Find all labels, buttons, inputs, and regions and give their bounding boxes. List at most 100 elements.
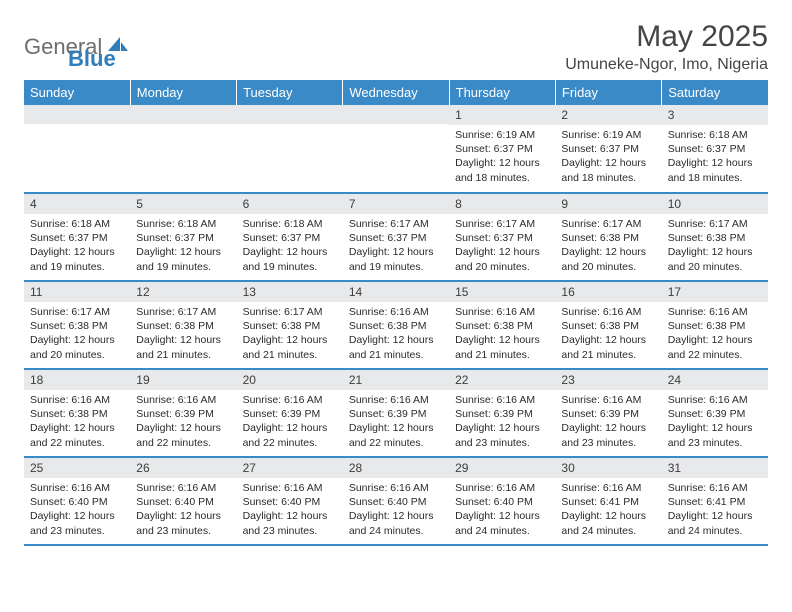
day-detail-line: Sunset: 6:37 PM xyxy=(30,231,124,245)
day-detail-line: Sunrise: 6:18 AM xyxy=(136,217,230,231)
day-detail-line: Sunrise: 6:17 AM xyxy=(561,217,655,231)
calendar-cell xyxy=(343,105,449,193)
calendar-cell xyxy=(237,105,343,193)
calendar-cell: 21Sunrise: 6:16 AMSunset: 6:39 PMDayligh… xyxy=(343,369,449,457)
day-detail-line: Daylight: 12 hours xyxy=(136,245,230,259)
day-details: Sunrise: 6:16 AMSunset: 6:38 PMDaylight:… xyxy=(555,302,661,362)
day-details: Sunrise: 6:18 AMSunset: 6:37 PMDaylight:… xyxy=(237,214,343,274)
day-details: Sunrise: 6:19 AMSunset: 6:37 PMDaylight:… xyxy=(555,125,661,185)
day-detail-line: Daylight: 12 hours xyxy=(30,421,124,435)
day-detail-line: Daylight: 12 hours xyxy=(455,245,549,259)
day-detail-line: Daylight: 12 hours xyxy=(349,333,443,347)
calendar-cell: 27Sunrise: 6:16 AMSunset: 6:40 PMDayligh… xyxy=(237,457,343,545)
day-detail-line: Sunrise: 6:18 AM xyxy=(243,217,337,231)
day-detail-line: and 22 minutes. xyxy=(243,436,337,450)
calendar-body: 1Sunrise: 6:19 AMSunset: 6:37 PMDaylight… xyxy=(24,105,768,545)
calendar-cell: 15Sunrise: 6:16 AMSunset: 6:38 PMDayligh… xyxy=(449,281,555,369)
day-detail-line: Sunrise: 6:16 AM xyxy=(243,481,337,495)
calendar-cell: 23Sunrise: 6:16 AMSunset: 6:39 PMDayligh… xyxy=(555,369,661,457)
day-detail-line: Daylight: 12 hours xyxy=(668,333,762,347)
day-detail-line: and 23 minutes. xyxy=(561,436,655,450)
day-details: Sunrise: 6:17 AMSunset: 6:38 PMDaylight:… xyxy=(130,302,236,362)
day-detail-line: Sunrise: 6:17 AM xyxy=(455,217,549,231)
day-detail-line: Sunset: 6:41 PM xyxy=(668,495,762,509)
topbar: General May 2025 Umuneke-Ngor, Imo, Nige… xyxy=(24,20,768,74)
day-detail-line: and 20 minutes. xyxy=(30,348,124,362)
calendar-cell xyxy=(24,105,130,193)
calendar-cell: 11Sunrise: 6:17 AMSunset: 6:38 PMDayligh… xyxy=(24,281,130,369)
day-detail-line: Sunrise: 6:16 AM xyxy=(561,393,655,407)
calendar-week-row: 4Sunrise: 6:18 AMSunset: 6:37 PMDaylight… xyxy=(24,193,768,281)
logo-text-blue: Blue xyxy=(68,46,116,72)
calendar-cell: 24Sunrise: 6:16 AMSunset: 6:39 PMDayligh… xyxy=(662,369,768,457)
calendar-cell: 12Sunrise: 6:17 AMSunset: 6:38 PMDayligh… xyxy=(130,281,236,369)
day-detail-line: Sunset: 6:37 PM xyxy=(136,231,230,245)
calendar-cell: 19Sunrise: 6:16 AMSunset: 6:39 PMDayligh… xyxy=(130,369,236,457)
calendar-table: Sunday Monday Tuesday Wednesday Thursday… xyxy=(24,80,768,546)
day-number xyxy=(343,105,449,124)
day-detail-line: and 24 minutes. xyxy=(455,524,549,538)
day-detail-line: Sunset: 6:38 PM xyxy=(561,231,655,245)
day-detail-line: Daylight: 12 hours xyxy=(136,333,230,347)
day-detail-line: Daylight: 12 hours xyxy=(561,156,655,170)
day-detail-line: Sunrise: 6:18 AM xyxy=(30,217,124,231)
day-number: 19 xyxy=(130,370,236,390)
day-detail-line: and 18 minutes. xyxy=(455,171,549,185)
month-title: May 2025 xyxy=(565,20,768,54)
day-detail-line: Daylight: 12 hours xyxy=(561,509,655,523)
day-number: 10 xyxy=(662,194,768,214)
day-detail-line: Daylight: 12 hours xyxy=(668,245,762,259)
day-details: Sunrise: 6:16 AMSunset: 6:38 PMDaylight:… xyxy=(662,302,768,362)
day-details: Sunrise: 6:18 AMSunset: 6:37 PMDaylight:… xyxy=(24,214,130,274)
calendar-cell: 3Sunrise: 6:18 AMSunset: 6:37 PMDaylight… xyxy=(662,105,768,193)
day-detail-line: Sunset: 6:37 PM xyxy=(243,231,337,245)
day-detail-line: Daylight: 12 hours xyxy=(561,245,655,259)
day-detail-line: Daylight: 12 hours xyxy=(243,509,337,523)
day-detail-line: and 23 minutes. xyxy=(30,524,124,538)
day-number xyxy=(24,105,130,124)
day-detail-line: Sunset: 6:37 PM xyxy=(455,142,549,156)
day-detail-line: Sunrise: 6:16 AM xyxy=(349,393,443,407)
day-detail-line: Sunrise: 6:17 AM xyxy=(30,305,124,319)
day-number: 15 xyxy=(449,282,555,302)
day-detail-line: Sunrise: 6:17 AM xyxy=(668,217,762,231)
day-detail-line: Daylight: 12 hours xyxy=(561,333,655,347)
day-number: 12 xyxy=(130,282,236,302)
day-detail-line: Sunrise: 6:16 AM xyxy=(668,481,762,495)
day-detail-line: and 23 minutes. xyxy=(455,436,549,450)
day-detail-line: and 19 minutes. xyxy=(136,260,230,274)
day-detail-line: Daylight: 12 hours xyxy=(30,509,124,523)
day-number xyxy=(237,105,343,124)
day-details: Sunrise: 6:16 AMSunset: 6:38 PMDaylight:… xyxy=(449,302,555,362)
calendar-cell: 14Sunrise: 6:16 AMSunset: 6:38 PMDayligh… xyxy=(343,281,449,369)
day-detail-line: Sunrise: 6:19 AM xyxy=(561,128,655,142)
day-details: Sunrise: 6:17 AMSunset: 6:38 PMDaylight:… xyxy=(24,302,130,362)
weekday-header: Wednesday xyxy=(343,80,449,105)
day-detail-line: Daylight: 12 hours xyxy=(349,509,443,523)
day-detail-line: Sunset: 6:41 PM xyxy=(561,495,655,509)
day-details: Sunrise: 6:18 AMSunset: 6:37 PMDaylight:… xyxy=(662,125,768,185)
day-detail-line: Sunset: 6:40 PM xyxy=(349,495,443,509)
calendar-cell: 26Sunrise: 6:16 AMSunset: 6:40 PMDayligh… xyxy=(130,457,236,545)
day-detail-line: Sunrise: 6:16 AM xyxy=(455,481,549,495)
day-detail-line: Sunset: 6:40 PM xyxy=(136,495,230,509)
day-detail-line: and 23 minutes. xyxy=(243,524,337,538)
day-detail-line: Daylight: 12 hours xyxy=(30,245,124,259)
day-number: 1 xyxy=(449,105,555,125)
day-detail-line: Sunrise: 6:16 AM xyxy=(668,305,762,319)
day-detail-line: and 23 minutes. xyxy=(668,436,762,450)
weekday-header: Saturday xyxy=(662,80,768,105)
day-detail-line: Sunset: 6:39 PM xyxy=(455,407,549,421)
day-number: 9 xyxy=(555,194,661,214)
day-number: 6 xyxy=(237,194,343,214)
day-detail-line: and 22 minutes. xyxy=(349,436,443,450)
calendar-cell: 4Sunrise: 6:18 AMSunset: 6:37 PMDaylight… xyxy=(24,193,130,281)
weekday-header: Sunday xyxy=(24,80,130,105)
day-number: 3 xyxy=(662,105,768,125)
day-detail-line: and 19 minutes. xyxy=(243,260,337,274)
day-details: Sunrise: 6:17 AMSunset: 6:37 PMDaylight:… xyxy=(449,214,555,274)
calendar-cell: 2Sunrise: 6:19 AMSunset: 6:37 PMDaylight… xyxy=(555,105,661,193)
calendar-cell: 18Sunrise: 6:16 AMSunset: 6:38 PMDayligh… xyxy=(24,369,130,457)
day-detail-line: Sunset: 6:40 PM xyxy=(243,495,337,509)
day-detail-line: Sunrise: 6:16 AM xyxy=(243,393,337,407)
